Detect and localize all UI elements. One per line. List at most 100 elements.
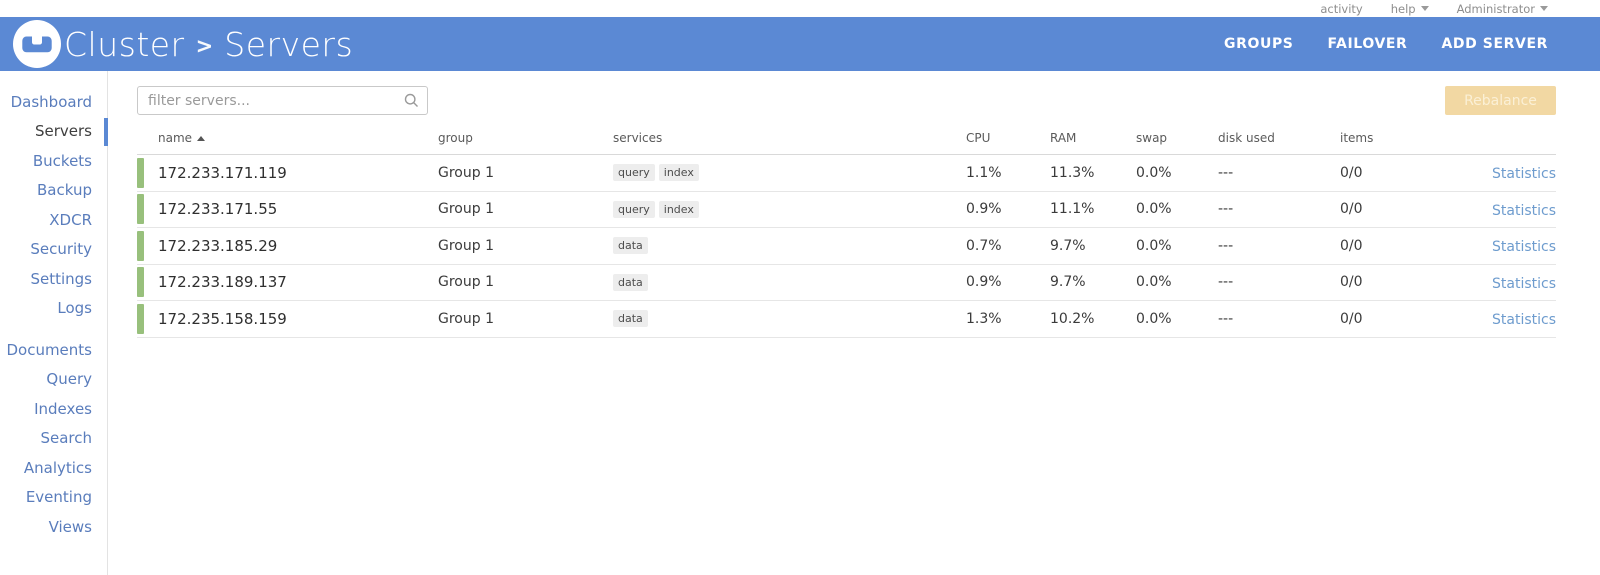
sidebar-item-query[interactable]: Query	[46, 370, 92, 389]
swap-value: 0.0%	[1136, 310, 1172, 327]
sidebar-item-eventing[interactable]: Eventing	[25, 488, 92, 507]
activity-link[interactable]: activity	[1320, 2, 1362, 16]
statistics-link[interactable]: Statistics	[1492, 166, 1556, 183]
column-header-services: services	[613, 131, 663, 145]
cpu-value: 0.9%	[966, 274, 1002, 291]
main-content: Rebalance name group services CPU RAM sw…	[108, 71, 1600, 575]
sidebar-item-documents[interactable]: Documents	[6, 340, 92, 359]
server-group: Group 1	[438, 274, 494, 291]
failover-button[interactable]: FAILOVER	[1327, 36, 1408, 52]
items-value: 0/0	[1340, 164, 1363, 181]
sidebar-item-settings[interactable]: Settings	[30, 269, 92, 288]
node-health-bar	[137, 194, 144, 225]
activity-label: activity	[1320, 1, 1363, 16]
ram-value: 10.2%	[1050, 310, 1095, 327]
cpu-value: 1.3%	[966, 310, 1002, 327]
sidebar-item-xdcr[interactable]: XDCR	[49, 210, 92, 229]
statistics-link[interactable]: Statistics	[1492, 239, 1556, 256]
table-row[interactable]: 172.233.189.137 Group 1 data 0.9% 9.7% 0…	[137, 265, 1556, 301]
cpu-value: 0.7%	[966, 237, 1002, 254]
sidebar-item-buckets[interactable]: Buckets	[32, 151, 92, 170]
statistics-link[interactable]: Statistics	[1492, 275, 1556, 292]
swap-value: 0.0%	[1136, 274, 1172, 291]
server-name: 172.233.185.29	[158, 236, 278, 255]
table-row[interactable]: 172.233.171.119 Group 1 query index 1.1%…	[137, 155, 1556, 192]
disk-used-value: ---	[1218, 274, 1234, 291]
statistics-link[interactable]: Statistics	[1492, 312, 1556, 329]
server-services: data	[590, 310, 930, 328]
sidebar-item-dashboard[interactable]: Dashboard	[10, 92, 92, 111]
sidebar: Dashboard Servers Buckets Backup XDCR Se…	[0, 71, 108, 575]
service-badge: data	[613, 237, 648, 255]
filter-wrap	[137, 86, 428, 115]
column-header-ram: RAM	[1050, 131, 1077, 145]
ram-value: 11.3%	[1050, 164, 1095, 181]
node-health-bar	[137, 230, 144, 261]
header-actions: GROUPS FAILOVER ADD SERVER	[1224, 36, 1548, 52]
disk-used-value: ---	[1218, 310, 1234, 327]
table-row[interactable]: 172.235.158.159 Group 1 data 1.3% 10.2% …	[137, 301, 1556, 338]
rebalance-button[interactable]: Rebalance	[1445, 86, 1556, 115]
server-group: Group 1	[438, 164, 494, 181]
disk-used-value: ---	[1218, 201, 1234, 218]
breadcrumb: Cluster > Servers	[64, 25, 353, 64]
user-label: Administrator	[1456, 1, 1535, 16]
service-badge: data	[613, 273, 648, 291]
server-name: 172.233.171.119	[158, 163, 287, 182]
server-services: data	[590, 237, 930, 255]
servers-table: name group services CPU RAM swap disk us…	[137, 122, 1556, 338]
couchbase-logo-icon	[13, 20, 61, 68]
items-value: 0/0	[1340, 274, 1363, 291]
groups-button[interactable]: GROUPS	[1224, 36, 1294, 52]
node-health-bar	[137, 157, 144, 188]
items-value: 0/0	[1340, 310, 1363, 327]
help-menu[interactable]: help	[1391, 2, 1429, 16]
service-badge: query	[613, 164, 655, 182]
sidebar-item-search[interactable]: Search	[40, 429, 92, 448]
user-menu[interactable]: Administrator	[1457, 2, 1548, 16]
column-header-disk-used: disk used	[1218, 131, 1275, 145]
add-server-button[interactable]: ADD SERVER	[1441, 36, 1548, 52]
server-group: Group 1	[438, 237, 494, 254]
sidebar-item-backup[interactable]: Backup	[37, 181, 92, 200]
sidebar-item-analytics[interactable]: Analytics	[23, 458, 92, 477]
swap-value: 0.0%	[1136, 237, 1172, 254]
items-value: 0/0	[1340, 237, 1363, 254]
sidebar-item-logs[interactable]: Logs	[57, 299, 92, 318]
server-services: data	[590, 273, 930, 291]
name-header-label: name	[158, 131, 193, 145]
service-badge: index	[658, 200, 699, 218]
server-group: Group 1	[438, 310, 494, 327]
breadcrumb-cluster: Cluster	[64, 24, 185, 64]
sidebar-item-servers[interactable]: Servers	[0, 117, 108, 147]
search-icon	[404, 93, 418, 107]
sidebar-item-label: Servers	[34, 122, 92, 141]
page-title: Servers	[224, 24, 354, 64]
ram-value: 9.7%	[1050, 274, 1086, 291]
app-header: Cluster > Servers GROUPS FAILOVER ADD SE…	[0, 17, 1600, 71]
column-header-cpu: CPU	[966, 131, 991, 145]
sidebar-item-indexes[interactable]: Indexes	[34, 399, 92, 418]
table-header-row: name group services CPU RAM swap disk us…	[137, 122, 1556, 155]
caret-down-icon	[1420, 6, 1429, 11]
ram-value: 11.1%	[1050, 201, 1095, 218]
sidebar-item-security[interactable]: Security	[30, 240, 92, 259]
column-header-name[interactable]: name	[144, 131, 420, 145]
filter-servers-input[interactable]	[137, 86, 428, 115]
sort-ascending-icon	[197, 135, 206, 141]
server-name: 172.233.171.55	[158, 200, 278, 219]
active-indicator	[104, 117, 108, 146]
column-header-items: items	[1340, 131, 1374, 145]
server-services: query index	[590, 164, 930, 182]
sidebar-item-views[interactable]: Views	[48, 517, 92, 536]
column-header-group: group	[438, 131, 473, 145]
statistics-link[interactable]: Statistics	[1492, 202, 1556, 219]
node-health-bar	[137, 303, 144, 334]
server-name: 172.233.189.137	[158, 273, 287, 292]
table-row[interactable]: 172.233.185.29 Group 1 data 0.7% 9.7% 0.…	[137, 228, 1556, 265]
servers-toolbar: Rebalance	[137, 86, 1556, 115]
cpu-value: 0.9%	[966, 201, 1002, 218]
disk-used-value: ---	[1218, 164, 1234, 181]
server-services: query index	[590, 200, 930, 218]
table-row[interactable]: 172.233.171.55 Group 1 query index 0.9% …	[137, 192, 1556, 228]
